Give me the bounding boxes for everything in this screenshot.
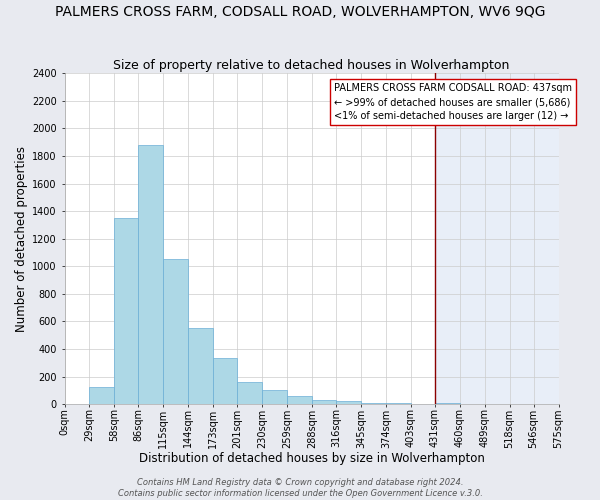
Bar [237, 382, 262, 404]
Text: Contains HM Land Registry data © Crown copyright and database right 2024.
Contai: Contains HM Land Registry data © Crown c… [118, 478, 482, 498]
Bar [262, 390, 287, 404]
Bar [213, 358, 237, 404]
Bar [312, 400, 336, 404]
Bar [139, 145, 163, 404]
Bar [89, 387, 115, 404]
Text: PALMERS CROSS FARM CODSALL ROAD: 437sqm
← >99% of detached houses are smaller (5: PALMERS CROSS FARM CODSALL ROAD: 437sqm … [334, 83, 572, 121]
Bar [188, 328, 213, 404]
Title: Size of property relative to detached houses in Wolverhampton: Size of property relative to detached ho… [113, 59, 510, 72]
Bar [115, 218, 139, 404]
Bar [163, 260, 188, 404]
Y-axis label: Number of detached properties: Number of detached properties [15, 146, 28, 332]
Bar [336, 402, 361, 404]
X-axis label: Distribution of detached houses by size in Wolverhampton: Distribution of detached houses by size … [139, 452, 485, 465]
Bar [435, 73, 559, 404]
Text: PALMERS CROSS FARM, CODSALL ROAD, WOLVERHAMPTON, WV6 9QG: PALMERS CROSS FARM, CODSALL ROAD, WOLVER… [55, 5, 545, 19]
Bar [287, 396, 312, 404]
